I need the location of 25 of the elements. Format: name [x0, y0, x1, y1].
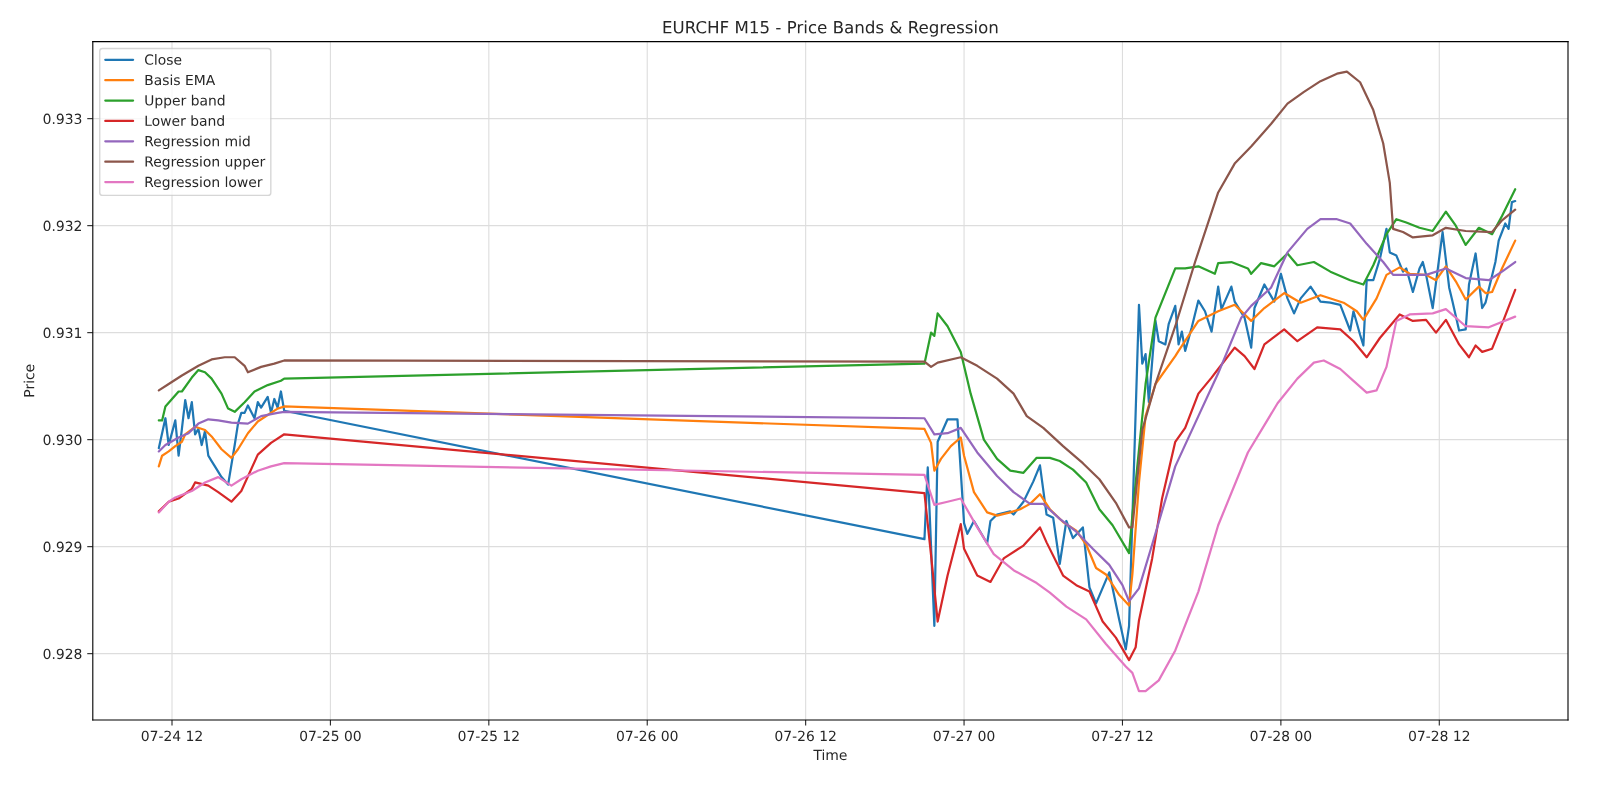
- x-tick-label: 07-28 12: [1408, 730, 1470, 742]
- y-tick-label: 0.931: [43, 327, 82, 339]
- x-tick-label: 07-24 12: [141, 730, 202, 742]
- legend-label: Regression upper: [145, 156, 266, 170]
- x-tick-label: 07-27 12: [1092, 730, 1153, 742]
- legend-label: Basis EMA: [145, 74, 216, 86]
- y-tick-label: 0.932: [43, 220, 81, 232]
- legend-label: Regression mid: [145, 135, 250, 150]
- y-tick-label: 0.928: [43, 648, 82, 660]
- legend-label: Close: [144, 54, 182, 65]
- y-axis-title: Price: [23, 364, 35, 397]
- y-tick-label: 0.929: [43, 541, 82, 553]
- x-tick-label: 07-28 00: [1250, 730, 1312, 742]
- x-axis-title: Time: [813, 749, 847, 761]
- x-tick-label: 07-27 00: [933, 730, 995, 742]
- x-tick-label: 07-26 00: [616, 730, 678, 742]
- legend-label: Regression lower: [145, 176, 263, 190]
- x-tick-label: 07-25 00: [300, 730, 361, 742]
- y-tick-label: 0.933: [43, 113, 82, 125]
- x-tick-label: 07-25 12: [458, 730, 519, 742]
- chart-title: EURCHF M15 - Price Bands & Regression: [663, 20, 998, 37]
- legend-label: Upper band: [145, 94, 225, 109]
- x-tick-label: 07-26 12: [775, 730, 836, 742]
- legend-label: Lower band: [145, 115, 224, 127]
- y-tick-label: 0.930: [43, 434, 82, 446]
